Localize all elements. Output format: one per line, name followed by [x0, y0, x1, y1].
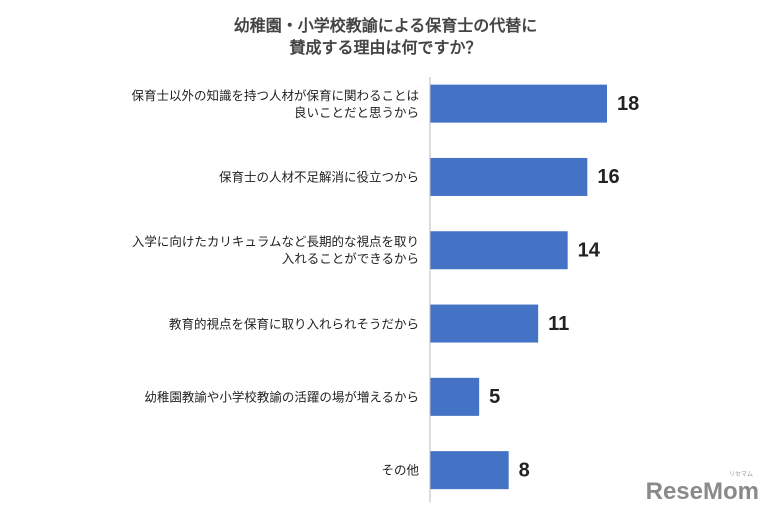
bar — [430, 231, 568, 270]
value-label: 11 — [548, 313, 569, 335]
value-label: 8 — [519, 459, 530, 481]
chart-title: 幼稚園・小学校教諭による保育士の代替に — [233, 16, 538, 35]
bar — [430, 377, 480, 416]
chart-title: 賛成する理由は何ですか？ — [289, 38, 482, 57]
value-label: 16 — [597, 166, 619, 188]
value-label: 5 — [489, 386, 500, 408]
bar — [430, 84, 607, 123]
watermark-kana: リセマム — [728, 471, 753, 478]
category-label: 幼稚園教諭や小学校教諭の活躍の場が増えるから — [144, 389, 419, 405]
category-label: 入学に向けたカリキュラムなど長期的な視点を取り入れることができるから — [131, 234, 419, 267]
category-label: 保育士の人材不足解消に役立つから — [218, 169, 419, 185]
value-label: 14 — [578, 240, 601, 262]
bar — [430, 157, 588, 196]
watermark-logo: ReseMom — [645, 478, 759, 505]
category-label: 教育的視点を保育に取り入れられそうだから — [168, 316, 419, 332]
category-label: 保育士以外の知識を持つ人材が保育に関わることは良いことだと思うから — [131, 87, 419, 120]
category-label: その他 — [381, 462, 419, 478]
bar — [430, 451, 509, 490]
bar — [430, 304, 539, 343]
value-label: 18 — [617, 93, 639, 115]
